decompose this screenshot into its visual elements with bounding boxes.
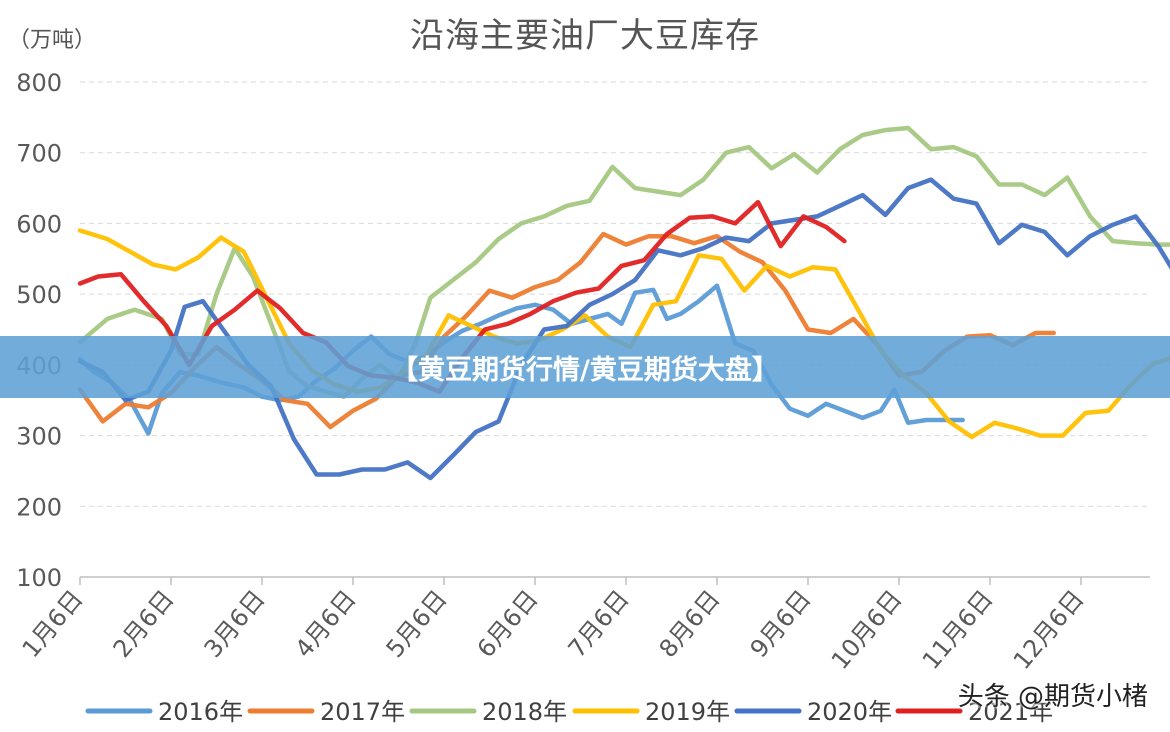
banner-text: 【黄豆期货行情/黄豆期货大盘】 (391, 354, 779, 386)
chart-title: 沿海主要油厂大豆库存 (410, 16, 760, 56)
series-line (77, 125, 1170, 399)
legend-label: 2017年 (320, 698, 405, 726)
x-tick-label: 1月6日 (17, 585, 89, 663)
x-tick-label: 9月6日 (745, 585, 817, 663)
y-tick-label: 700 (16, 140, 62, 168)
x-tick-label: 2月6日 (108, 585, 180, 663)
legend-label: 2016年 (158, 698, 243, 726)
y-tick-label: 600 (16, 210, 62, 238)
series-line (77, 177, 1170, 481)
banner: 【黄豆期货行情/黄豆期货大盘】 (0, 336, 1170, 398)
x-tick-label: 6月6日 (472, 585, 544, 663)
x-tick-label: 7月6日 (563, 585, 635, 663)
x-tick-label: 12月6日 (1008, 585, 1090, 675)
y-tick-label: 500 (16, 281, 62, 309)
y-tick-label: 300 (16, 423, 62, 451)
y-unit-label: （万吨） (8, 28, 97, 53)
y-tick-label: 100 (16, 564, 62, 592)
x-tick-label: 5月6日 (381, 585, 453, 663)
watermark: 头条 @期货小楮 (957, 682, 1148, 712)
y-tick-label: 800 (16, 69, 62, 97)
x-tick-label: 11月6日 (917, 585, 999, 675)
x-tick-label: 3月6日 (199, 585, 271, 663)
x-tick-label: 10月6日 (826, 585, 908, 675)
legend-label: 2021年 (968, 698, 1053, 726)
x-tick-label: 8月6日 (654, 585, 726, 663)
legend-label: 2019年 (645, 698, 730, 726)
y-tick-label: 200 (16, 493, 62, 521)
legend-label: 2020年 (807, 698, 892, 726)
x-tick-label: 4月6日 (290, 585, 362, 663)
legend-label: 2018年 (482, 698, 567, 726)
